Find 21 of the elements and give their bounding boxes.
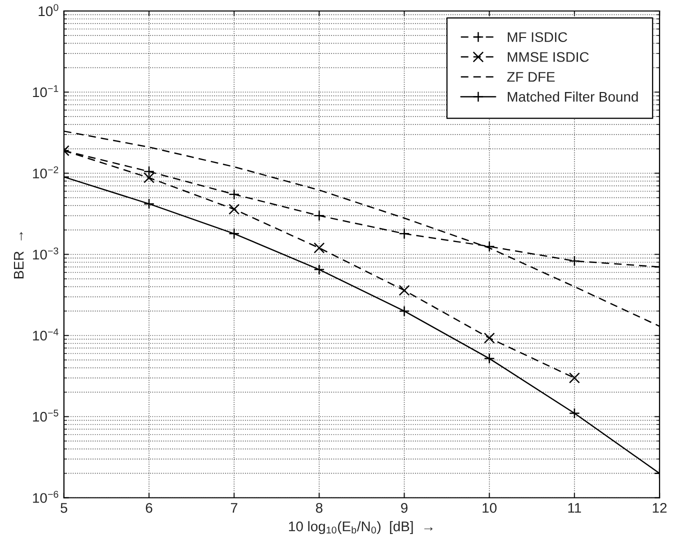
- x-axis-title: 10 log$_{10}$(E$_{b}$/N$_{0}$) [dB] →: [289, 521, 433, 534]
- y-axis-title: BER →: [14, 232, 24, 278]
- x-tick-label: 10: [482, 502, 497, 513]
- legend-label: ZF DFE: [507, 72, 555, 82]
- y-tick-label: 10$^{0}$: [38, 4, 58, 16]
- y-tick-label: 10$^{−3}$: [33, 247, 58, 260]
- y-tick-label: 10$^{−1}$: [33, 85, 58, 98]
- legend-label: MF ISDIC: [508, 32, 568, 42]
- x-tick-label: 7: [230, 503, 238, 513]
- x-tick-label: 5: [60, 503, 68, 513]
- legend-label: MMSE ISDIC: [508, 52, 589, 62]
- x-tick-label: 12: [652, 502, 667, 513]
- x-tick-label: 11: [568, 503, 581, 513]
- y-tick-label: 10$^{−5}$: [33, 410, 58, 422]
- x-tick-label: 6: [146, 502, 152, 513]
- y-tick-label: 10$^{−2}$: [33, 166, 58, 178]
- y-tick-label: 10$^{−4}$: [33, 328, 58, 341]
- y-tick-label: 10$^{−6}$: [33, 490, 58, 503]
- legend-label: Matched Filter Bound: [508, 92, 638, 102]
- x-tick-label: 9: [401, 502, 408, 513]
- x-tick-label: 8: [316, 502, 322, 513]
